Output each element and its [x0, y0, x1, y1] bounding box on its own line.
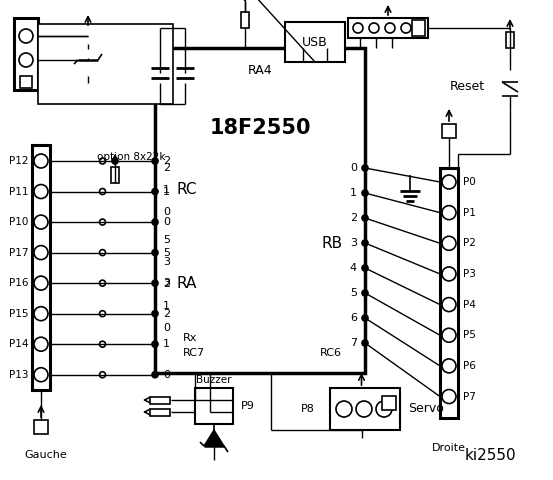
Text: 2: 2 [163, 163, 170, 173]
Text: 1: 1 [163, 339, 170, 349]
Bar [195, 388, 233, 424]
Text: RC6: RC6 [320, 348, 342, 358]
Text: P7: P7 [463, 392, 476, 402]
Text: 5: 5 [350, 288, 357, 298]
Circle shape [152, 250, 158, 255]
Bar [32, 145, 50, 390]
Text: 1: 1 [163, 301, 170, 311]
Text: P16: P16 [8, 278, 28, 288]
Text: USB: USB [302, 36, 328, 48]
Text: 6: 6 [350, 313, 357, 323]
Text: 0: 0 [163, 207, 170, 217]
Circle shape [152, 189, 158, 194]
Text: 2: 2 [350, 213, 357, 223]
Text: Servo: Servo [408, 403, 444, 416]
Circle shape [362, 190, 368, 196]
Text: 5: 5 [163, 235, 170, 245]
Bar [442, 124, 456, 138]
Polygon shape [235, 0, 255, 1]
Text: 0: 0 [163, 323, 170, 333]
Text: 3: 3 [163, 278, 170, 288]
Bar [150, 396, 170, 404]
Circle shape [362, 215, 368, 221]
Bar [285, 22, 345, 62]
Circle shape [152, 158, 158, 164]
Text: 0: 0 [350, 163, 357, 173]
Bar [348, 18, 428, 38]
Circle shape [152, 341, 158, 347]
Text: 1: 1 [163, 185, 170, 195]
Text: P4: P4 [463, 300, 476, 310]
Text: P14: P14 [8, 339, 28, 349]
Text: P2: P2 [463, 238, 476, 248]
Bar [440, 168, 458, 418]
Bar [20, 76, 32, 88]
Text: 2: 2 [163, 279, 170, 289]
Bar [412, 20, 425, 36]
Bar [241, 12, 249, 28]
Text: 2: 2 [163, 156, 170, 166]
Text: 3: 3 [163, 257, 170, 267]
Text: P5: P5 [463, 330, 476, 340]
Text: P11: P11 [8, 187, 28, 196]
Text: RB: RB [322, 236, 343, 251]
Text: RC: RC [177, 182, 197, 197]
Text: P15: P15 [8, 309, 28, 319]
Circle shape [152, 372, 158, 378]
Circle shape [112, 158, 118, 164]
Text: P3: P3 [463, 269, 476, 279]
Bar [38, 24, 173, 104]
Text: P1: P1 [463, 208, 476, 217]
Circle shape [362, 240, 368, 246]
Text: RA4: RA4 [248, 63, 272, 76]
Text: P9: P9 [241, 401, 255, 411]
Text: RC7: RC7 [183, 348, 205, 358]
Bar [382, 396, 396, 410]
Text: P6: P6 [463, 361, 476, 371]
Text: P0: P0 [463, 177, 476, 187]
Text: 1: 1 [350, 188, 357, 198]
Text: P17: P17 [8, 248, 28, 258]
Text: RA: RA [177, 276, 197, 291]
Text: P10: P10 [9, 217, 28, 227]
Bar [506, 32, 514, 48]
Text: P8: P8 [301, 404, 315, 414]
Text: Droite: Droite [432, 443, 466, 453]
Text: 0: 0 [163, 370, 170, 380]
Text: P12: P12 [8, 156, 28, 166]
Bar [34, 420, 48, 434]
Circle shape [152, 219, 158, 225]
Circle shape [362, 340, 368, 346]
Bar [150, 408, 170, 416]
Text: 2: 2 [163, 309, 170, 319]
Text: Gauche: Gauche [25, 450, 67, 460]
Circle shape [152, 280, 158, 286]
Bar [330, 388, 400, 430]
Text: 7: 7 [350, 338, 357, 348]
Polygon shape [78, 60, 98, 76]
Text: P13: P13 [8, 370, 28, 380]
Polygon shape [204, 430, 224, 446]
Text: 3: 3 [350, 238, 357, 248]
Circle shape [362, 315, 368, 321]
Text: 5: 5 [163, 248, 170, 258]
Circle shape [362, 265, 368, 271]
Bar [111, 167, 119, 183]
Text: ki2550: ki2550 [464, 447, 516, 463]
Text: 0: 0 [163, 217, 170, 227]
Text: 18F2550: 18F2550 [209, 118, 311, 138]
Bar [14, 18, 38, 90]
Circle shape [152, 311, 158, 317]
Bar [155, 48, 365, 373]
Text: option 8x22k: option 8x22k [97, 152, 165, 162]
Text: 1: 1 [163, 187, 170, 196]
Text: Buzzer: Buzzer [196, 375, 232, 385]
Bar [84, 28, 92, 44]
Circle shape [362, 165, 368, 171]
Text: 4: 4 [350, 263, 357, 273]
Text: Rx: Rx [183, 333, 197, 343]
Text: Reset: Reset [450, 81, 485, 94]
Circle shape [362, 290, 368, 296]
